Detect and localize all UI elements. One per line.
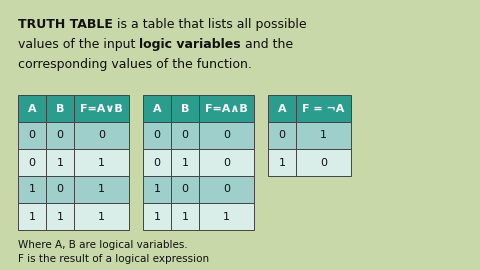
Bar <box>46 203 74 230</box>
Text: 1: 1 <box>320 130 327 140</box>
Bar <box>199 95 254 122</box>
Text: 1: 1 <box>98 211 105 221</box>
Text: 0: 0 <box>181 184 189 194</box>
Text: A: A <box>278 103 286 113</box>
Text: B: B <box>56 103 64 113</box>
Text: 0: 0 <box>154 130 160 140</box>
Bar <box>46 122 74 149</box>
Bar <box>46 95 74 122</box>
Text: 1: 1 <box>57 157 63 167</box>
Text: B: B <box>181 103 189 113</box>
Bar <box>171 122 199 149</box>
Bar <box>143 95 171 122</box>
Bar <box>268 122 296 149</box>
Text: 0: 0 <box>223 130 230 140</box>
Text: TRUTH TABLE: TRUTH TABLE <box>18 18 113 31</box>
Text: 0: 0 <box>57 130 63 140</box>
Bar <box>143 122 171 149</box>
Text: Where A, B are logical variables.: Where A, B are logical variables. <box>18 240 188 250</box>
Bar <box>74 149 129 176</box>
Text: F = ¬A: F = ¬A <box>302 103 345 113</box>
Text: 0: 0 <box>57 184 63 194</box>
Text: corresponding values of the function.: corresponding values of the function. <box>18 58 252 71</box>
Bar <box>171 149 199 176</box>
Bar <box>199 149 254 176</box>
Text: 0: 0 <box>28 130 36 140</box>
Text: 0: 0 <box>223 157 230 167</box>
Text: 1: 1 <box>28 184 36 194</box>
Bar <box>74 203 129 230</box>
Text: 1: 1 <box>181 211 189 221</box>
Bar <box>171 203 199 230</box>
Bar <box>18 176 46 203</box>
Bar <box>74 122 129 149</box>
Bar <box>143 203 171 230</box>
Bar <box>199 176 254 203</box>
Text: 0: 0 <box>181 130 189 140</box>
Text: 1: 1 <box>181 157 189 167</box>
Text: A: A <box>153 103 161 113</box>
Text: 1: 1 <box>154 184 160 194</box>
Bar <box>18 203 46 230</box>
Text: 1: 1 <box>98 184 105 194</box>
Bar <box>46 176 74 203</box>
Text: values of the input: values of the input <box>18 38 139 51</box>
Text: 0: 0 <box>98 130 105 140</box>
Bar <box>143 149 171 176</box>
Text: is a table that lists all possible: is a table that lists all possible <box>113 18 307 31</box>
Bar <box>171 176 199 203</box>
Bar <box>74 176 129 203</box>
Text: 0: 0 <box>28 157 36 167</box>
Text: F is the result of a logical expression: F is the result of a logical expression <box>18 254 209 264</box>
Text: 0: 0 <box>154 157 160 167</box>
Text: logic variables: logic variables <box>139 38 241 51</box>
Text: 0: 0 <box>320 157 327 167</box>
Bar <box>18 122 46 149</box>
Text: and the: and the <box>241 38 293 51</box>
Bar <box>143 176 171 203</box>
Text: 0: 0 <box>223 184 230 194</box>
Bar <box>171 95 199 122</box>
Bar <box>268 95 296 122</box>
Bar <box>296 149 351 176</box>
Text: 1: 1 <box>28 211 36 221</box>
Text: 1: 1 <box>223 211 230 221</box>
Bar <box>268 149 296 176</box>
Text: 1: 1 <box>57 211 63 221</box>
Text: 1: 1 <box>98 157 105 167</box>
Bar <box>18 149 46 176</box>
Text: F=A∧B: F=A∧B <box>205 103 248 113</box>
Bar <box>199 122 254 149</box>
Text: F=A∨B: F=A∨B <box>80 103 123 113</box>
Bar <box>46 149 74 176</box>
Bar <box>296 95 351 122</box>
Text: 1: 1 <box>278 157 286 167</box>
Text: A: A <box>28 103 36 113</box>
Bar <box>74 95 129 122</box>
Text: 0: 0 <box>278 130 286 140</box>
Bar <box>296 122 351 149</box>
Bar <box>18 95 46 122</box>
Text: 1: 1 <box>154 211 160 221</box>
Bar <box>199 203 254 230</box>
